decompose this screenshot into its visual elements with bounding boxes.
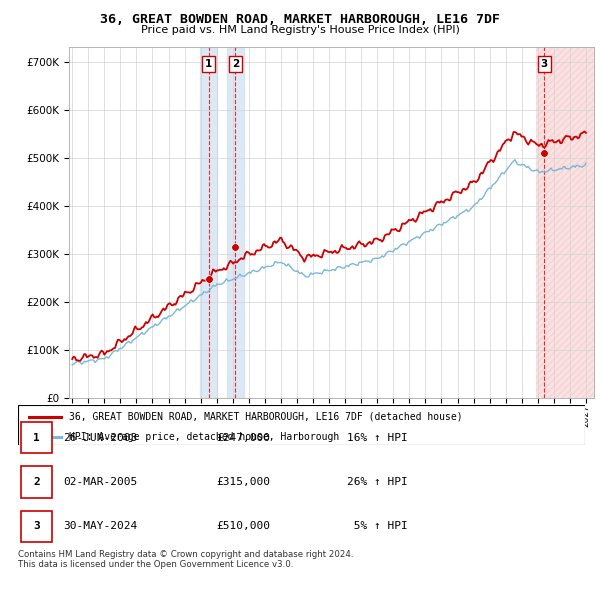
FancyBboxPatch shape: [18, 405, 585, 445]
FancyBboxPatch shape: [21, 422, 52, 453]
Text: 3: 3: [541, 59, 548, 69]
Bar: [227, 47, 244, 398]
Text: 2: 2: [33, 477, 40, 487]
Text: 3: 3: [33, 522, 40, 531]
Text: £510,000: £510,000: [217, 522, 271, 531]
Text: 30-MAY-2024: 30-MAY-2024: [64, 522, 137, 531]
FancyBboxPatch shape: [21, 467, 52, 497]
Text: Price paid vs. HM Land Registry's House Price Index (HPI): Price paid vs. HM Land Registry's House …: [140, 25, 460, 35]
Text: £315,000: £315,000: [217, 477, 271, 487]
Bar: [200, 47, 217, 398]
Text: 1: 1: [205, 59, 212, 69]
Text: 5% ↑ HPI: 5% ↑ HPI: [347, 522, 407, 531]
Text: 26-JUN-2003: 26-JUN-2003: [64, 433, 137, 442]
Text: 36, GREAT BOWDEN ROAD, MARKET HARBOROUGH, LE16 7DF (detached house): 36, GREAT BOWDEN ROAD, MARKET HARBOROUGH…: [69, 412, 463, 422]
Text: HPI: Average price, detached house, Harborough: HPI: Average price, detached house, Harb…: [69, 432, 339, 442]
Text: 1: 1: [33, 433, 40, 442]
Text: 36, GREAT BOWDEN ROAD, MARKET HARBOROUGH, LE16 7DF: 36, GREAT BOWDEN ROAD, MARKET HARBOROUGH…: [100, 13, 500, 26]
Text: 16% ↑ HPI: 16% ↑ HPI: [347, 433, 407, 442]
Text: Contains HM Land Registry data © Crown copyright and database right 2024.
This d: Contains HM Land Registry data © Crown c…: [18, 550, 353, 569]
FancyBboxPatch shape: [21, 511, 52, 542]
Text: 02-MAR-2005: 02-MAR-2005: [64, 477, 137, 487]
Text: £247,000: £247,000: [217, 433, 271, 442]
Text: 2: 2: [232, 59, 239, 69]
Bar: [536, 47, 594, 398]
Text: 26% ↑ HPI: 26% ↑ HPI: [347, 477, 407, 487]
